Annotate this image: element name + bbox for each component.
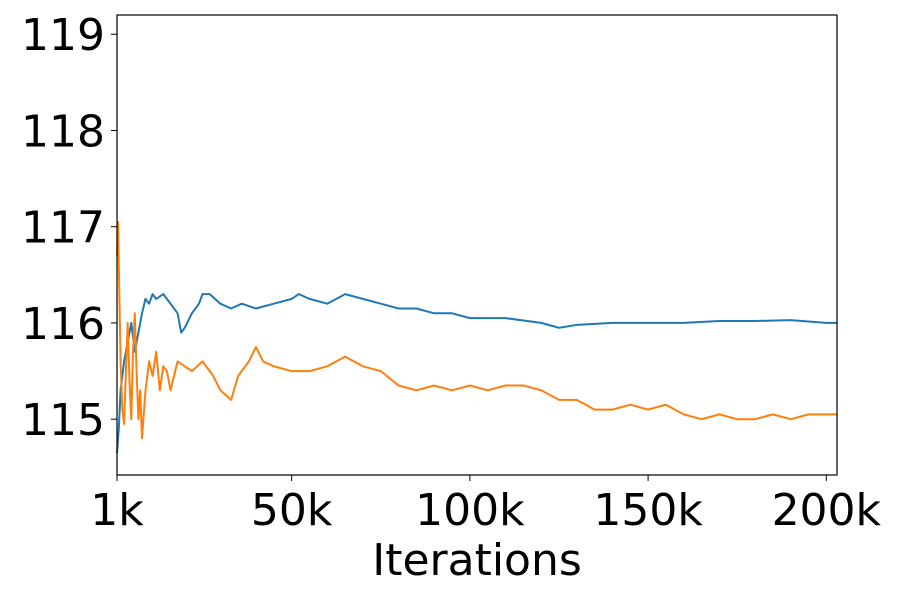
y-tick-label: 116 xyxy=(21,299,105,350)
plot-frame xyxy=(116,14,838,476)
y-tick-label: 119 xyxy=(21,10,105,61)
y-axis-ticks: 115 116 117 118 119 xyxy=(21,10,117,446)
x-tick-label: 150k xyxy=(593,485,703,536)
x-axis-label: Iterations xyxy=(372,535,582,586)
x-tick-label: 1k xyxy=(90,485,144,536)
x-tick-label: 100k xyxy=(415,485,525,536)
series-line-1 xyxy=(116,293,837,453)
y-tick-label: 118 xyxy=(21,106,105,157)
x-tick-label: 50k xyxy=(251,485,333,536)
y-tick-label: 117 xyxy=(21,203,105,254)
series-line-2 xyxy=(116,220,837,440)
x-axis-ticks: 1k 50k 100k 150k 200k xyxy=(90,475,882,536)
y-tick-label: 115 xyxy=(21,395,105,446)
x-tick-label: 200k xyxy=(772,485,882,536)
plot-lines xyxy=(116,220,837,453)
